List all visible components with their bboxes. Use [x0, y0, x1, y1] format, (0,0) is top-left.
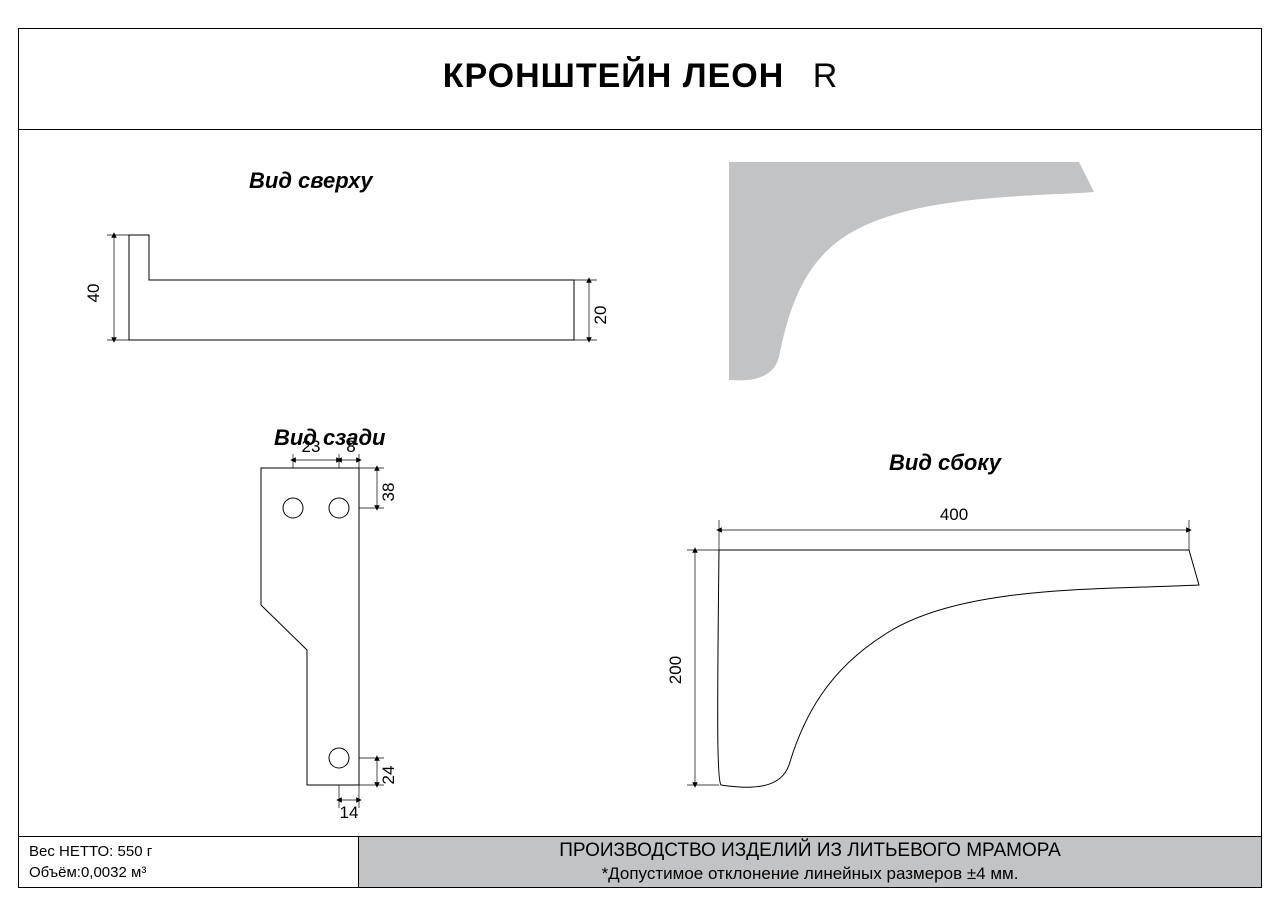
title-main: КРОНШТЕЙН ЛЕОН [443, 57, 785, 96]
title-variant: R [813, 57, 838, 96]
dim-rear-14: 14 [340, 803, 359, 822]
hole-top-right [329, 498, 349, 518]
label-side-view: Вид сбоку [889, 450, 1001, 476]
dim-rear-23: 23 [302, 437, 321, 456]
dim-side-200: 200 [666, 656, 685, 684]
dim-top-40: 40 [84, 284, 103, 303]
hole-bottom [329, 748, 349, 768]
footer-line2: *Допустимое отклонение линейных размеров… [359, 863, 1261, 885]
footer-line1: ПРОИЗВОДСТВО ИЗДЕЛИЙ ИЗ ЛИТЬЕВОГО МРАМОР… [359, 839, 1261, 864]
side-view-drawing: 400 200 [659, 490, 1229, 820]
label-rear-view: Вид сзади [274, 425, 385, 451]
dim-rear-24: 24 [379, 766, 398, 785]
footer-volume: Объём:0,0032 м³ [29, 864, 348, 881]
hole-top-left [283, 498, 303, 518]
footer-right: ПРОИЗВОДСТВО ИЗДЕЛИЙ ИЗ ЛИТЬЕВОГО МРАМОР… [359, 837, 1261, 887]
rear-view-drawing: 23 8 38 24 14 [239, 450, 459, 820]
label-top-view: Вид сверху [249, 168, 373, 194]
dim-top-20: 20 [591, 306, 610, 325]
dim-rear-8: 8 [346, 437, 355, 456]
footer-left: Вес НЕТТО: 550 г Объём:0,0032 м³ [19, 837, 359, 887]
dim-side-400: 400 [940, 505, 968, 524]
drawing-area: Вид сверху Вид сзади Вид сбоку 40 [19, 129, 1261, 840]
dim-rear-38: 38 [379, 483, 398, 502]
footer-weight: Вес НЕТТО: 550 г [29, 843, 348, 860]
footer: Вес НЕТТО: 550 г Объём:0,0032 м³ ПРОИЗВО… [19, 836, 1261, 887]
drawing-sheet: КРОНШТЕЙН ЛЕОН R Вид сверху Вид сзади Ви… [18, 28, 1262, 888]
top-view-drawing: 40 20 [69, 235, 629, 375]
title-row: КРОНШТЕЙН ЛЕОН R [19, 29, 1261, 129]
iso-silhouette [699, 162, 1119, 392]
